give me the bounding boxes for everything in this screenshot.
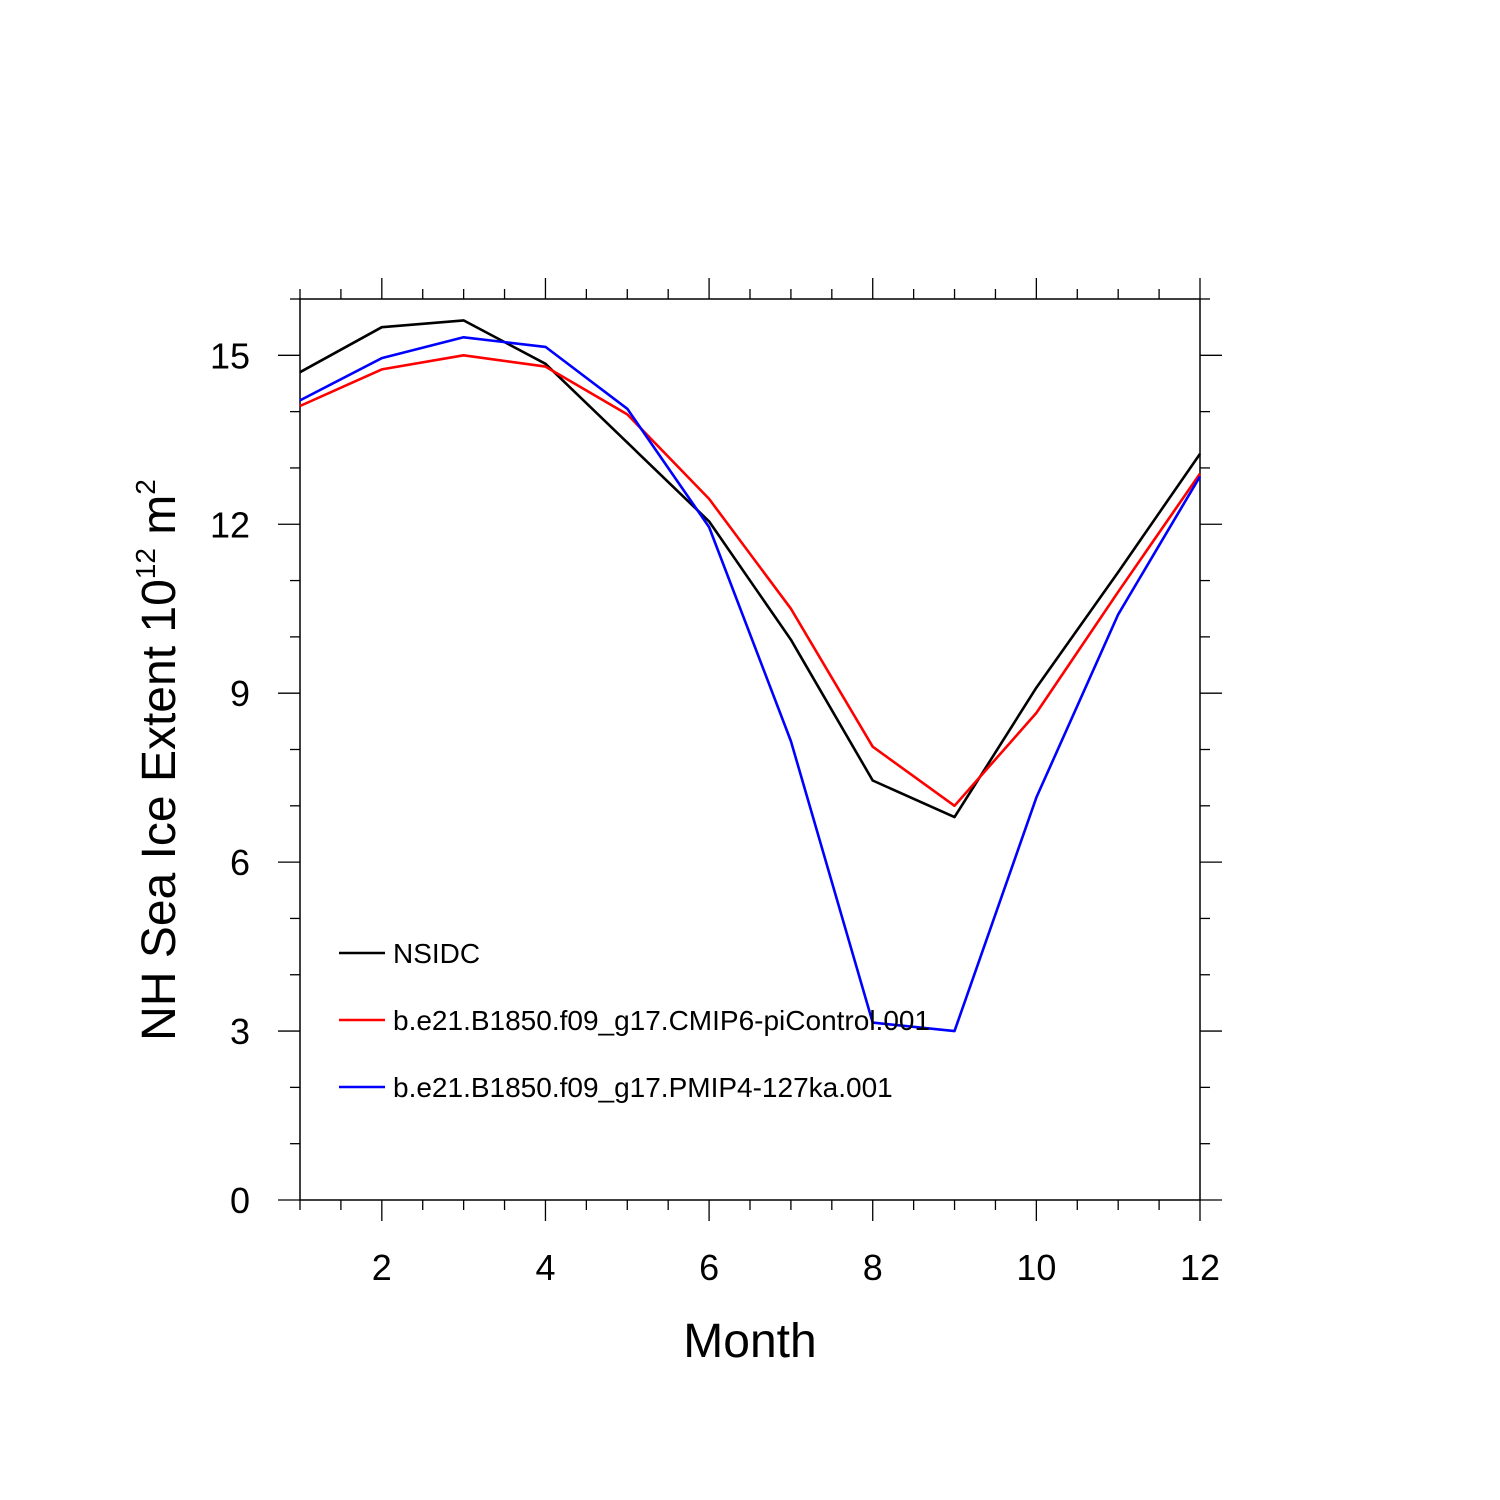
y-axis-title: NH Sea Ice Extent 1012 m2	[130, 479, 186, 1041]
legend-label-1: NSIDC	[393, 938, 480, 969]
y-tick-label: 0	[230, 1180, 250, 1221]
y-tick-label: 9	[230, 673, 250, 714]
axis-ticks	[278, 278, 1222, 1221]
y-axis-title-sup2: 2	[130, 479, 161, 495]
x-tick-label: 6	[699, 1247, 719, 1288]
x-axis-title: Month	[683, 1315, 816, 1368]
x-tick-label: 10	[1016, 1247, 1056, 1288]
series-line-3	[299, 335, 1202, 1033]
y-axis-title-mid: m	[133, 495, 186, 548]
legend: NSIDC b.e21.B1850.f09_g17.CMIP6-piControl…	[339, 938, 930, 1103]
legend-label-2: b.e21.B1850.f09_g17.CMIP6-piControl.001	[393, 1005, 930, 1036]
series-line-1	[299, 319, 1202, 819]
y-tick-label: 3	[230, 1011, 250, 1052]
y-tick-label: 6	[230, 842, 250, 883]
y-axis-title-sup1: 12	[130, 548, 161, 579]
x-tick-label: 12	[1180, 1247, 1220, 1288]
y-axis-title-main: NH Sea Ice Extent 10	[133, 579, 186, 1041]
series-line-2	[299, 353, 1202, 808]
y-tick-label: 12	[210, 504, 250, 545]
plot-frame	[299, 298, 1201, 1201]
x-tick-label: 2	[372, 1247, 392, 1288]
legend-label-3: b.e21.B1850.f09_g17.PMIP4-127ka.001	[393, 1072, 893, 1103]
series-layer	[299, 319, 1202, 1033]
x-tick-label: 4	[535, 1247, 555, 1288]
x-tick-label: 8	[863, 1247, 883, 1288]
y-tick-label: 15	[210, 335, 250, 376]
tick-labels: 2 4 6 8 10 12 0 3 6 9 12 15	[210, 335, 1220, 1288]
